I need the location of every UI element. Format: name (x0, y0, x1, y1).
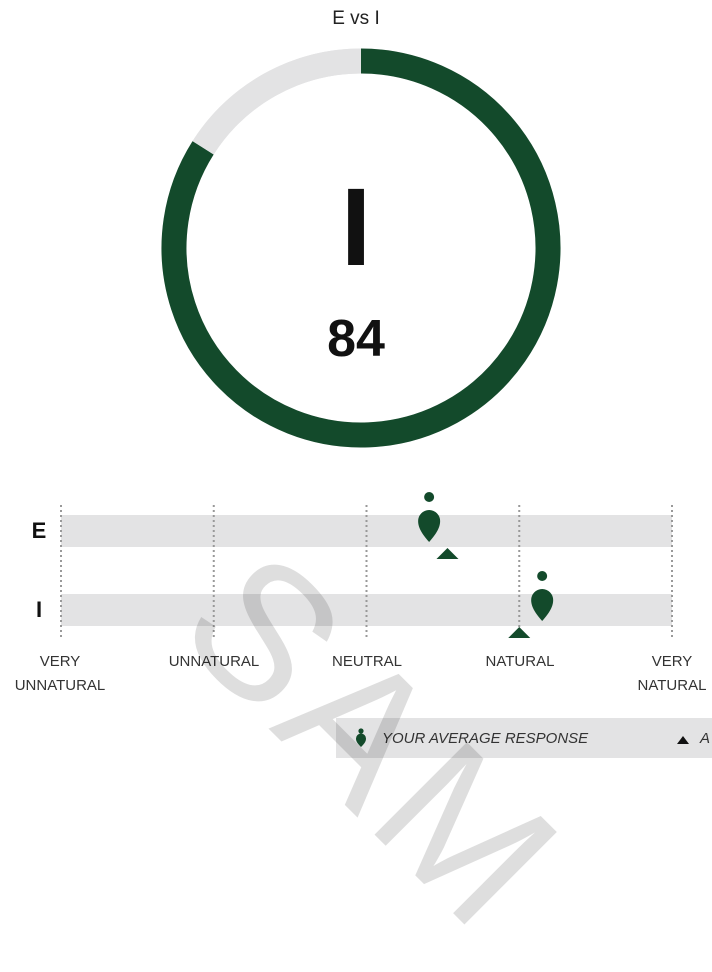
tick-label-line1: VERY (39, 653, 81, 670)
tick-label-neutral: NEUTRAL (297, 650, 437, 674)
legend-pin-icon (356, 728, 366, 747)
donut-center-letter: I (341, 166, 372, 289)
tick-label-natural: NATURAL (450, 650, 590, 674)
donut-center-value: 84 (327, 310, 385, 368)
chart-title: E vs I (332, 8, 380, 29)
average-triangle-icon (508, 627, 531, 638)
tick-label-unnatural: UNNATURAL (144, 650, 284, 674)
tick-label-line2: NEUTRAL (331, 653, 402, 670)
row-label-e: E (31, 518, 47, 543)
tick-label-line2: NATURAL (637, 677, 707, 694)
tick-label-line1: VERY (651, 653, 693, 670)
donut-slice-e (192, 48, 362, 155)
donut-slice-i (161, 48, 561, 448)
tick-label-line2: UNNATURAL (14, 677, 106, 694)
legend-response-label: YOUR AVERAGE RESPONSE (382, 730, 589, 747)
legend: YOUR AVERAGE RESPONSE A (336, 718, 712, 758)
tick-label-line2: UNNATURAL (168, 653, 260, 670)
tick-label-line2: NATURAL (485, 653, 555, 670)
legend-triangle-icon (677, 736, 689, 744)
tick-label-very-natural: VERY NATURAL (602, 650, 712, 698)
response-pin-icon (531, 571, 554, 621)
legend-average-label: A (700, 730, 711, 747)
tick-label-very-unnatural: VERY UNNATURAL (0, 650, 130, 698)
average-triangle-icon (436, 548, 459, 559)
row-label-i: I (35, 597, 43, 622)
response-pin-icon (418, 492, 441, 542)
scale-bar-e (61, 515, 672, 547)
donut-chart: I 84 (161, 48, 561, 448)
